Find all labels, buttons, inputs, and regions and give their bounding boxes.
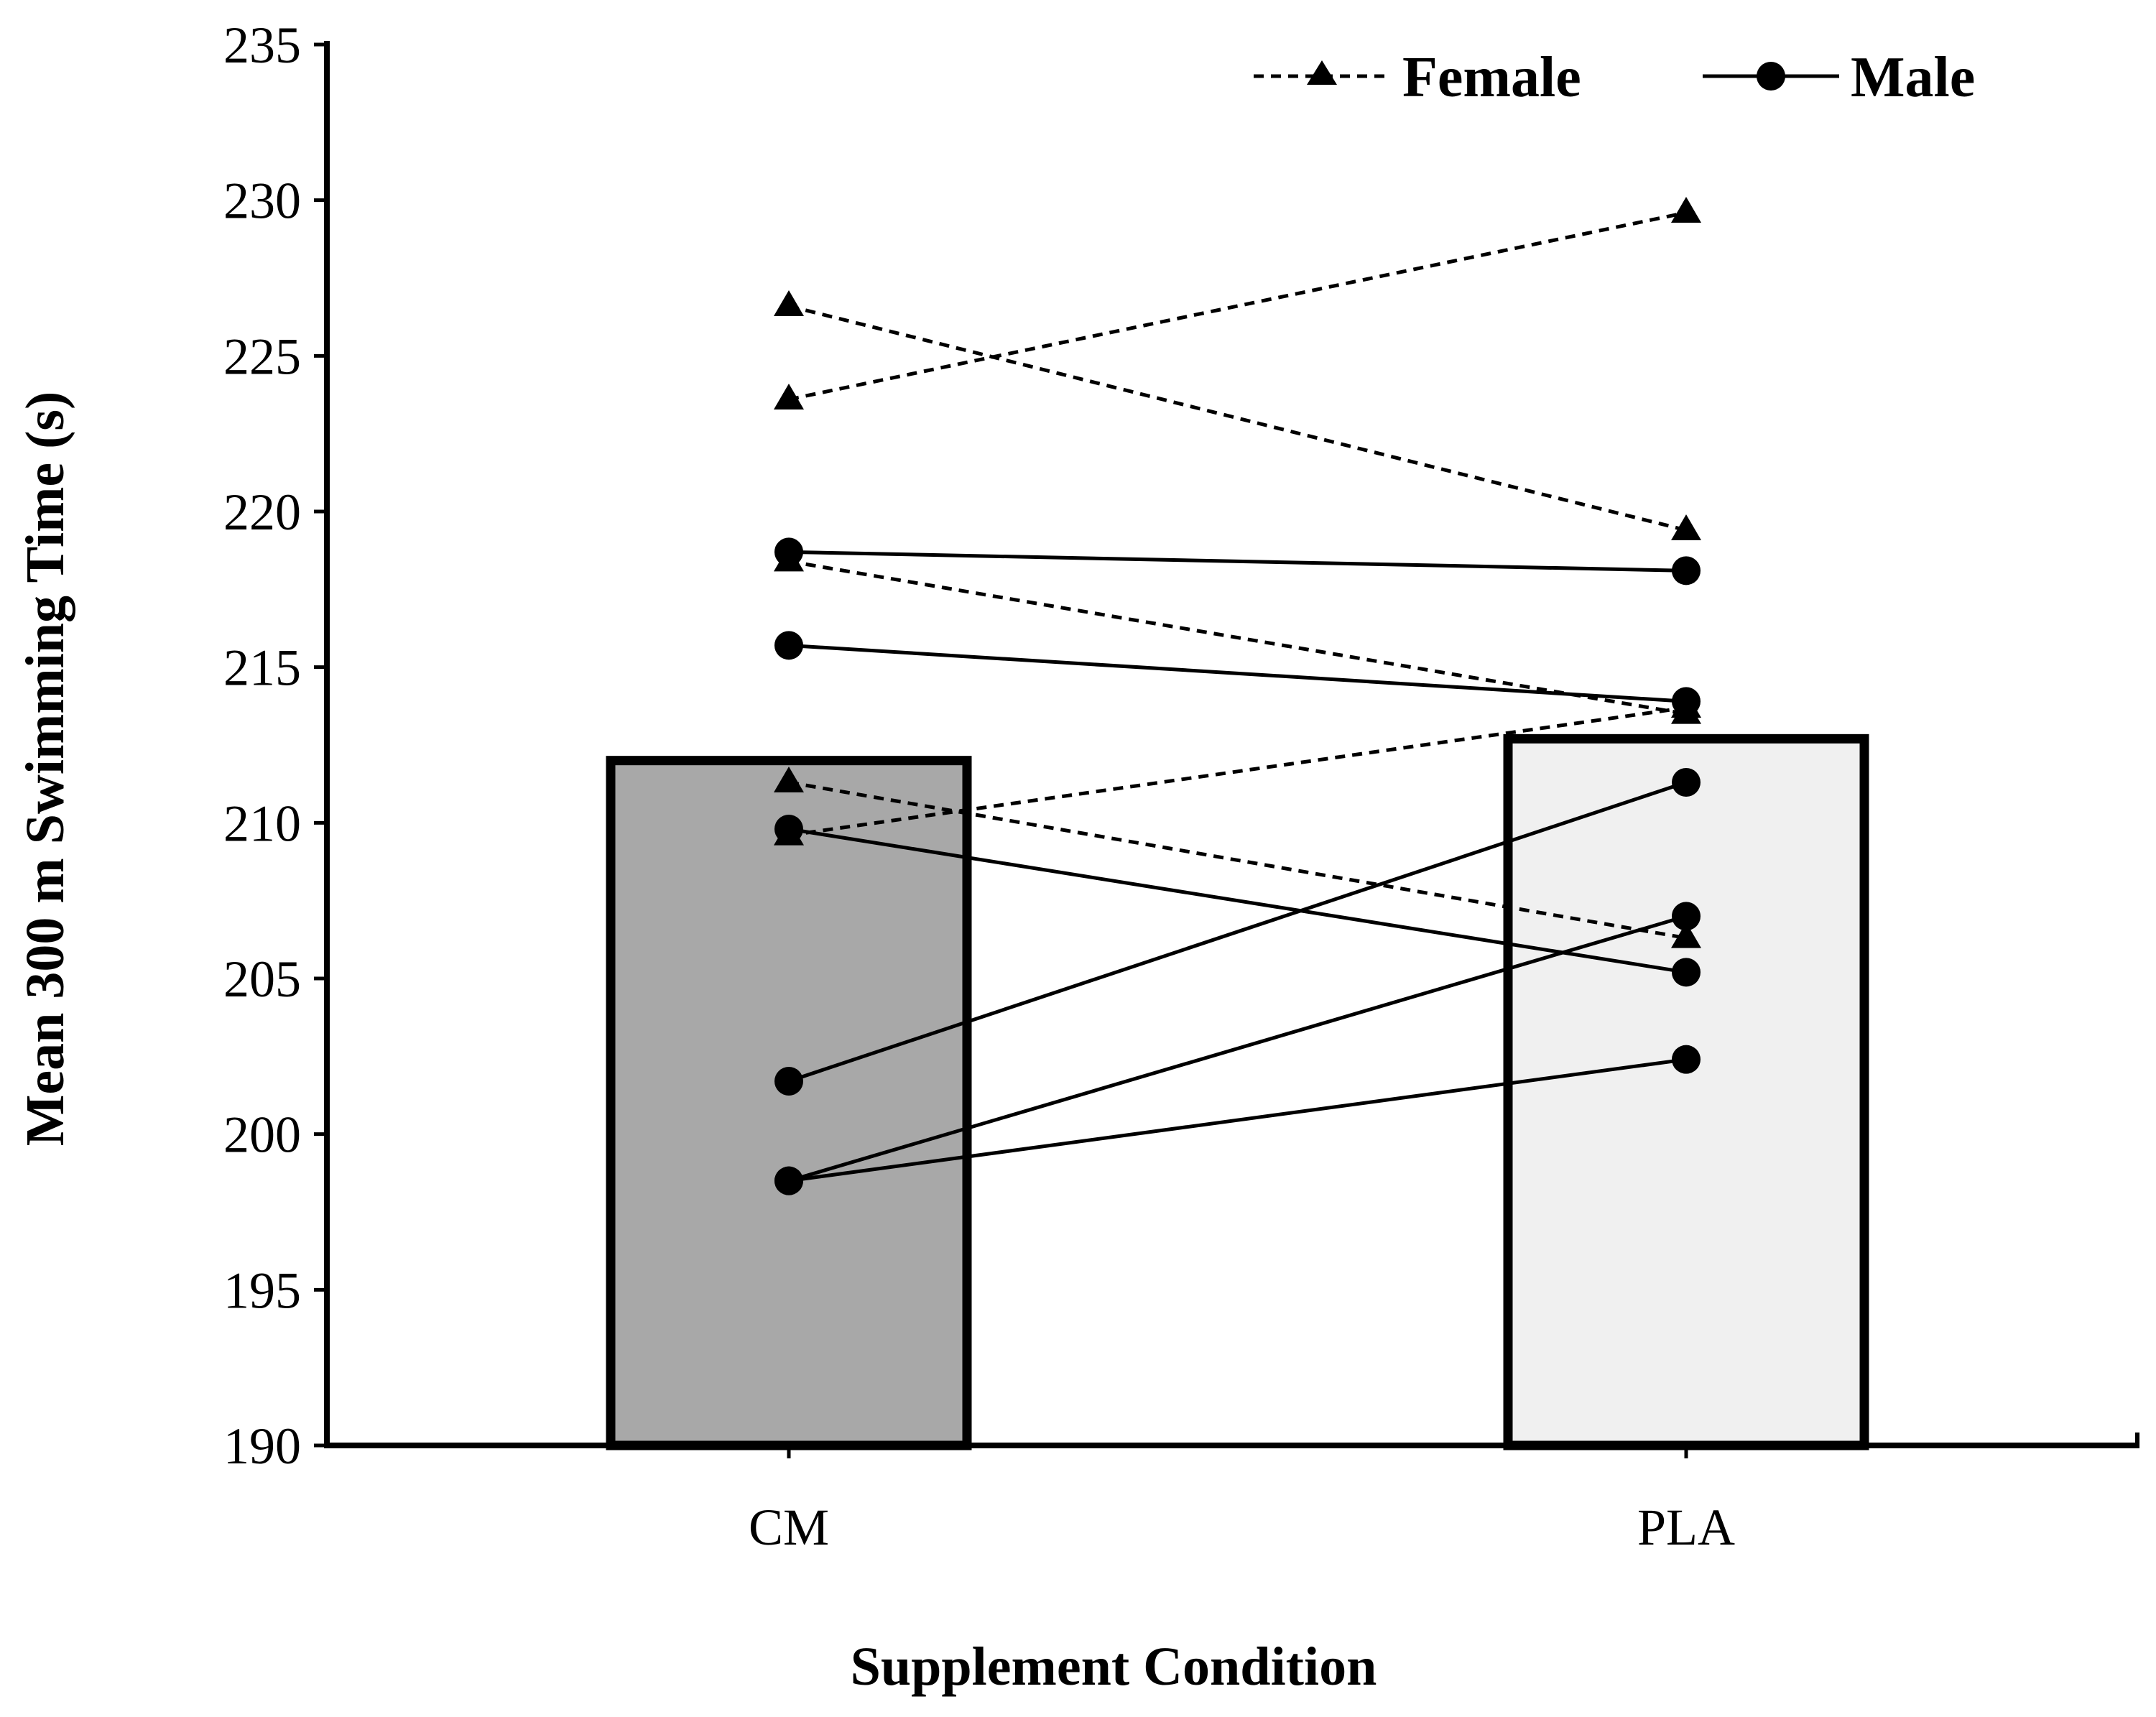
male-series-line — [788, 914, 1687, 1183]
y-axis-title: Mean 300 m Swimming Time (s) — [15, 392, 75, 1147]
male-subject-9 — [774, 768, 1701, 1096]
male-point-pla — [1672, 1045, 1701, 1074]
male-series-line — [788, 1057, 1687, 1183]
female-point-pla — [1671, 922, 1701, 948]
female-subject-4 — [774, 767, 1701, 948]
male-series-line — [788, 827, 1687, 974]
y-tick-label: 195 — [223, 1262, 301, 1319]
female-series-line — [788, 559, 1687, 716]
male-subject-11 — [774, 1045, 1701, 1195]
lines-layer — [774, 197, 1701, 1195]
female-point-cm — [774, 290, 804, 316]
male-point-pla — [1672, 687, 1701, 716]
male-subject-6 — [774, 537, 1701, 586]
legend-female-label: Female — [1402, 46, 1581, 109]
male-point-cm — [774, 1166, 803, 1195]
y-tick-label: 205 — [223, 950, 301, 1008]
y-tick-label: 230 — [223, 172, 301, 230]
male-subject-7 — [774, 631, 1701, 716]
x-tick-label-cm: CM — [749, 1499, 829, 1556]
male-point-pla — [1672, 768, 1701, 797]
male-point-cm — [774, 537, 803, 567]
bar-pla — [1503, 733, 1869, 1450]
x-tick-label-pla: PLA — [1637, 1499, 1735, 1556]
female-series-line — [788, 780, 1687, 940]
y-tick-label: 225 — [223, 328, 301, 385]
male-point-cm — [774, 815, 803, 843]
labels-layer: 190 195 200 205 210 215 220 225 230 235 CM PLA — [223, 17, 1735, 1556]
female-point-pla — [1671, 514, 1701, 540]
male-point-cm — [774, 631, 803, 660]
female-subject-1 — [774, 290, 1701, 540]
legend-female-marker — [1307, 60, 1337, 85]
female-point-pla — [1671, 197, 1701, 223]
bar-cm — [606, 756, 972, 1450]
female-series-line — [788, 705, 1687, 838]
female-subject-3 — [774, 545, 1701, 724]
y-tick-label: 220 — [223, 483, 301, 541]
x-axis-title: Supplement Condition — [851, 1637, 1377, 1697]
male-series-line — [788, 780, 1687, 1083]
y-tick-label: 190 — [223, 1417, 301, 1475]
female-point-cm — [774, 767, 804, 792]
male-series-line — [788, 550, 1687, 573]
male-point-pla — [1672, 958, 1701, 987]
bars-layer — [606, 733, 1869, 1450]
y-tick-label: 200 — [223, 1106, 301, 1164]
y-tick-label: 235 — [223, 17, 301, 74]
female-subject-2 — [774, 197, 1701, 409]
legend-male-label: Male — [1851, 46, 1975, 109]
male-subject-8 — [774, 815, 1701, 987]
y-tick-label: 210 — [223, 795, 301, 852]
male-series-line — [788, 643, 1687, 703]
male-point-pla — [1672, 556, 1701, 586]
male-point-cm — [774, 1067, 803, 1096]
legend-male-marker — [1757, 62, 1785, 91]
axes-layer — [314, 41, 2139, 1458]
female-series-line — [788, 210, 1687, 402]
legend: Female Male — [1254, 46, 1975, 109]
male-point-pla — [1672, 902, 1701, 931]
female-point-cm — [774, 384, 804, 409]
female-series-line — [788, 304, 1687, 532]
y-tick-label: 215 — [223, 639, 301, 697]
